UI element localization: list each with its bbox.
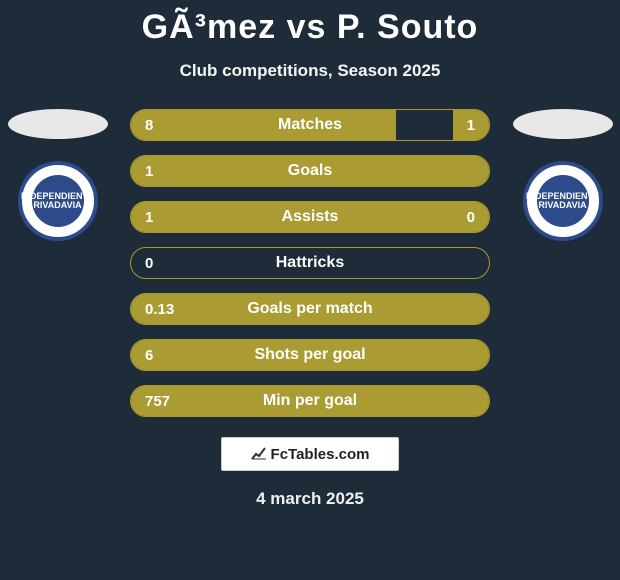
- subtitle: Club competitions, Season 2025: [0, 61, 620, 81]
- chart-icon: [251, 446, 267, 463]
- source-brand-badge: FcTables.com: [221, 437, 399, 471]
- stat-label: Matches: [131, 116, 489, 134]
- club-badge-left-text: INDEPENDIENTE RIVADAVIA: [21, 192, 94, 211]
- stat-row: 0Hattricks: [130, 247, 490, 279]
- stat-label: Hattricks: [131, 254, 489, 272]
- club-badge-right: INDEPENDIENTE RIVADAVIA: [523, 161, 603, 241]
- stat-row: 6Shots per goal: [130, 339, 490, 371]
- stat-label: Goals per match: [131, 300, 489, 318]
- player-photo-placeholder-left: [8, 109, 108, 139]
- right-player-column: INDEPENDIENTE RIVADAVIA: [505, 109, 620, 241]
- club-badge-left: INDEPENDIENTE RIVADAVIA: [18, 161, 98, 241]
- comparison-content: INDEPENDIENTE RIVADAVIA INDEPENDIENTE RI…: [0, 109, 620, 417]
- date-label: 4 march 2025: [0, 489, 620, 509]
- page-title: GÃ³mez vs P. Souto: [0, 0, 620, 47]
- stat-bars: 81Matches 1Goals 10Assists 0Hattricks 0.13Go…: [130, 109, 490, 417]
- stat-row: 81Matches: [130, 109, 490, 141]
- stat-row: 1Goals: [130, 155, 490, 187]
- source-brand-text: FcTables.com: [271, 446, 370, 463]
- stat-label: Goals: [131, 162, 489, 180]
- stat-label: Min per goal: [131, 392, 489, 410]
- stat-label: Assists: [131, 208, 489, 226]
- stat-row: 10Assists: [130, 201, 490, 233]
- player-photo-placeholder-right: [513, 109, 613, 139]
- stat-row: 0.13Goals per match: [130, 293, 490, 325]
- club-badge-right-text: INDEPENDIENTE RIVADAVIA: [526, 192, 599, 211]
- left-player-column: INDEPENDIENTE RIVADAVIA: [0, 109, 115, 241]
- stat-row: 757Min per goal: [130, 385, 490, 417]
- stat-label: Shots per goal: [131, 346, 489, 364]
